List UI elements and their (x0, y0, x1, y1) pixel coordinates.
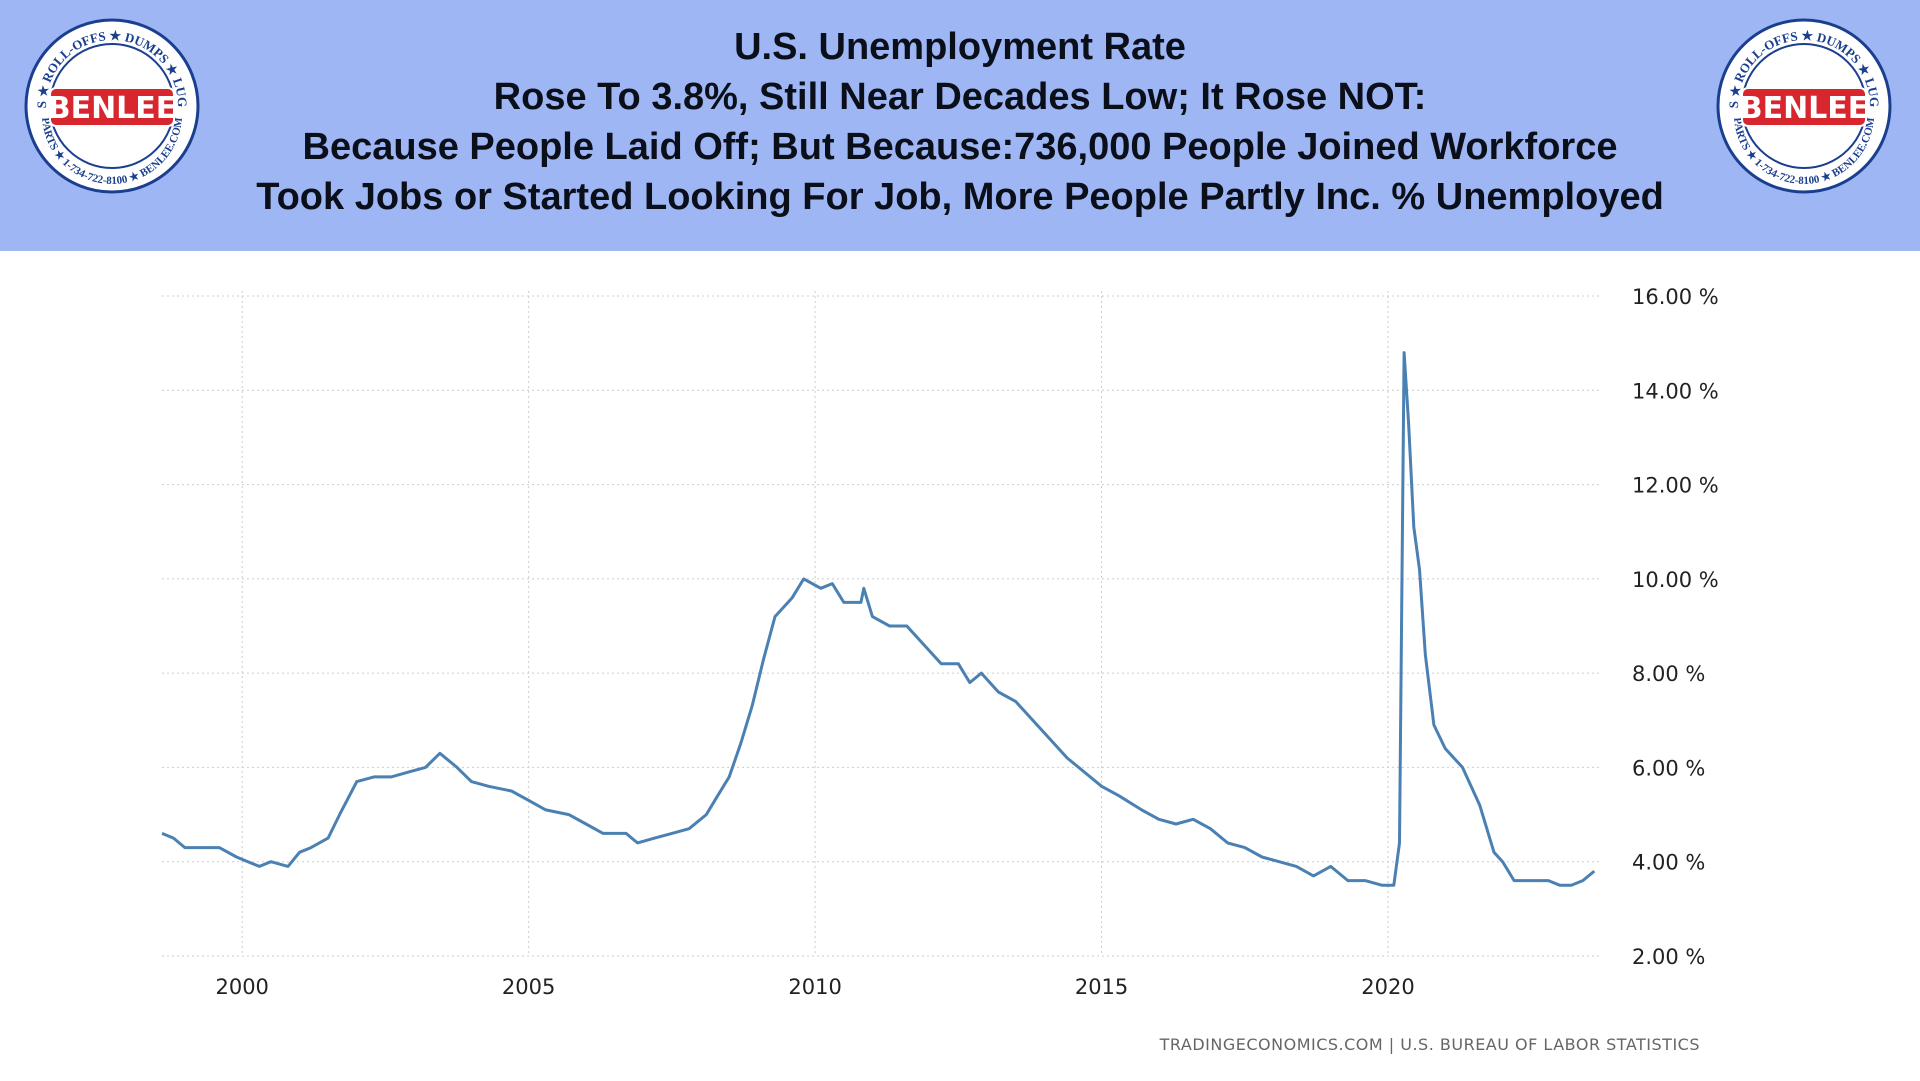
chart-source-credit: TRADINGECONOMICS.COM | U.S. BUREAU OF LA… (1159, 1035, 1700, 1054)
y-tick-label: 2.00 % (1632, 945, 1705, 969)
y-tick-label: 6.00 % (1632, 756, 1705, 780)
y-tick-label: 12.00 % (1632, 474, 1719, 498)
y-tick-label: 16.00 % (1632, 285, 1719, 309)
y-tick-label: 14.00 % (1632, 379, 1719, 403)
logo-wordmark: BENLEE (1740, 91, 1869, 126)
title-line-1: U.S. Unemployment Rate (734, 26, 1186, 68)
x-gridlines (241, 291, 1389, 956)
x-axis-labels: 2000 2005 2010 2015 2020 (215, 975, 1414, 999)
logo-wordmark: BENLEE (48, 91, 177, 126)
series-line-unemployment-rate (161, 351, 1596, 887)
y-tick-label: 4.00 % (1632, 851, 1705, 875)
benlee-logo-right: TARPS ★ ROLL-OFFS ★ DUMPS ★ LUGGERS PART… (1716, 18, 1892, 194)
title-line-3: Because People Laid Off; But Because:736… (302, 126, 1618, 168)
title-line-4: Took Jobs or Started Looking For Job, Mo… (256, 176, 1664, 218)
title-line-2: Rose To 3.8%, Still Near Decades Low; It… (493, 76, 1427, 118)
x-tick-label: 2000 (215, 975, 268, 999)
y-tick-label: 10.00 % (1632, 568, 1719, 592)
y-tick-label: 8.00 % (1632, 662, 1705, 686)
benlee-logo-left: TARPS ★ ROLL-OFFS ★ DUMPS ★ LUGGERS PART… (24, 18, 200, 194)
x-tick-label: 2020 (1361, 975, 1414, 999)
x-tick-label: 2015 (1075, 975, 1128, 999)
series-points (161, 352, 1595, 886)
x-tick-label: 2010 (788, 975, 841, 999)
y-gridlines (162, 295, 1600, 957)
x-tick-label: 2005 (502, 975, 555, 999)
y-axis-labels: 2.00 % 4.00 % 6.00 % 8.00 % 10.00 % 12.00 % 14… (1632, 285, 1719, 969)
unemployment-line-chart: 2.00 % 4.00 % 6.00 % 8.00 % 10.00 % 12.00 % 14… (161, 285, 1719, 999)
title-banner: U.S. Unemployment Rate Rose To 3.8%, Sti… (0, 0, 1920, 251)
